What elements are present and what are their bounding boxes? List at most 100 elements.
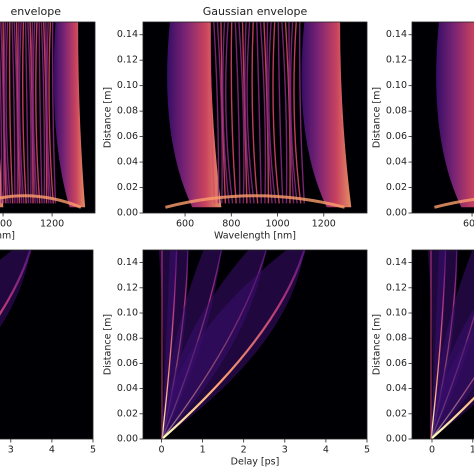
axes-frame [0,21,96,214]
y-tick-label: 0.06 [117,358,138,369]
heatmap [143,22,367,213]
heatmap-ray [0,250,32,316]
heatmap-base [0,194,82,209]
x-tick-label: 1 [200,445,206,456]
y-axis-label: Distance [m] [103,87,114,148]
heatmap-fringe [31,22,36,204]
heatmap-fringe [40,22,46,204]
heatmap-fringe [288,22,295,204]
x-tick-label: 1200 [312,219,336,230]
y-tick-label: 0.00 [386,434,407,445]
heatmap-wedge [158,250,177,439]
heatmap-fringe [238,22,245,204]
heatmap-fringe [298,22,305,204]
heatmap-ray [430,396,474,439]
y-tick-label: 0.10 [117,80,138,91]
x-tick-label: 600 [176,219,194,230]
x-tick-label: 1000 [265,219,289,230]
heatmap-fringe [216,22,223,204]
x-tick-label: 3 [8,445,14,456]
y-tick-label: 0.04 [386,383,407,394]
panel-title: envelope [10,5,61,18]
heatmap-band [301,22,352,208]
axes-frame [0,249,94,440]
heatmap [143,250,367,439]
x-tick-label: 5 [90,445,96,456]
heatmap-fringe [234,22,241,204]
x-tick-label: 1200 [40,219,64,230]
heatmap-base [434,197,474,209]
heatmap-fringe [11,22,16,204]
y-tick-label: 0.12 [117,55,138,66]
axes-frame [411,21,474,214]
x-axis-label: nm] [0,231,15,242]
y-tick-label: 0.02 [386,408,407,419]
y-tick-label: 0.08 [117,106,138,117]
x-tick-label: 0 [429,445,435,456]
heatmap [412,250,474,439]
heatmap-wedge [427,250,446,439]
y-tick-label: 0.02 [117,182,138,193]
panel: 800 1200 envelope nm] [0,5,96,242]
heatmap-band [167,22,222,208]
x-tick-label: 800 [0,219,12,230]
heatmap-ray [161,250,178,439]
y-tick-label: 0.08 [386,106,407,117]
axes-frame [142,249,368,440]
panel: 0 1 0.00 0.02 0.04 0.06 0.08 0.10 0.12 0.14 Distan… [372,249,474,456]
y-tick-label: 0.02 [386,182,407,193]
heatmap-band [53,22,86,208]
heatmap-fringe [46,22,52,204]
y-tick-label: 0.02 [117,408,138,419]
y-tick-label: 0.00 [117,434,138,445]
y-tick-label: 0.00 [117,208,138,219]
y-tick-label: 0.12 [117,282,138,293]
heatmap-fringe [222,22,230,204]
heatmap-fringe [277,22,284,204]
y-tick-label: 0.14 [386,29,407,40]
x-tick-label: 4 [323,445,329,456]
heatmap-fringe [213,22,220,204]
y-tick-label: 0.06 [386,358,407,369]
x-tick-label: 4 [49,445,55,456]
y-tick-label: 0.12 [386,282,407,293]
y-axis-label: Distance [m] [372,314,383,375]
heatmap-wedge [162,250,305,439]
x-axis-label: Wavelength [nm] [214,231,296,242]
y-tick-label: 0.10 [386,308,407,319]
heatmap [0,250,93,439]
x-tick-label: 5 [364,445,370,456]
heatmap-ray [430,250,447,439]
heatmap-fringe [32,22,39,204]
heatmap-fringe [0,42,3,204]
heatmap-fringe [3,22,9,204]
y-tick-label: 0.14 [117,29,138,40]
heatmap-fringe [48,22,54,204]
y-tick-label: 0.10 [117,308,138,319]
heatmap-fringe [246,22,255,204]
y-tick-label: 0.00 [386,208,407,219]
heatmap [0,22,95,213]
heatmap-fringe [51,22,57,204]
heatmap-fringe [24,22,30,204]
y-tick-label: 0.12 [386,55,407,66]
heatmap-ray [161,250,306,439]
heatmap-fringe [5,22,12,204]
panel: 0 1 2 3 4 5 0.00 0.02 0.04 0.06 0.08 0.10 0.12 0.14 De… [103,249,370,468]
heatmap-band [436,22,474,208]
heatmap-fringe [244,22,252,204]
axes-frame [142,21,368,214]
x-tick-label: 1 [470,445,474,456]
heatmap-fringe [35,22,41,204]
y-axis-label: Distance [m] [103,314,114,375]
y-tick-label: 0.04 [117,383,138,394]
y-tick-label: 0.08 [117,333,138,344]
heatmap-fringe [272,22,280,204]
heatmap-fringe [251,22,259,204]
x-tick-label: 800 [222,219,240,230]
heatmap [412,22,474,213]
heatmap-fringe [266,22,273,204]
heatmap-wedge [431,330,474,439]
heatmap-fringe [8,22,14,204]
